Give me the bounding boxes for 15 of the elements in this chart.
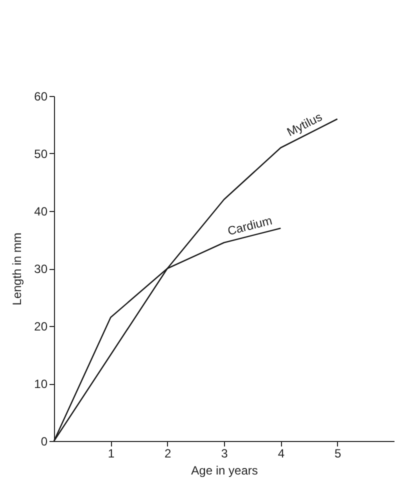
y-axis-title: Length in mm	[10, 232, 24, 306]
y-tick-label: 30	[34, 262, 48, 276]
y-tick-label: 50	[34, 147, 48, 161]
y-tick-label: 10	[34, 377, 48, 391]
x-tick-label: 5	[334, 446, 342, 460]
x-tick-label: 1	[108, 446, 115, 460]
y-tick-label: 0	[40, 434, 48, 448]
x-tick-label: 3	[221, 446, 228, 460]
y-tick-label: 60	[34, 90, 48, 104]
y-tick-label: 40	[34, 204, 48, 218]
y-tick-label: 20	[34, 320, 48, 334]
x-axis-title: Age in years	[191, 464, 258, 478]
x-tick-label: 4	[278, 446, 285, 460]
x-tick-label: 2	[164, 446, 172, 460]
text: Cardium	[226, 213, 274, 238]
